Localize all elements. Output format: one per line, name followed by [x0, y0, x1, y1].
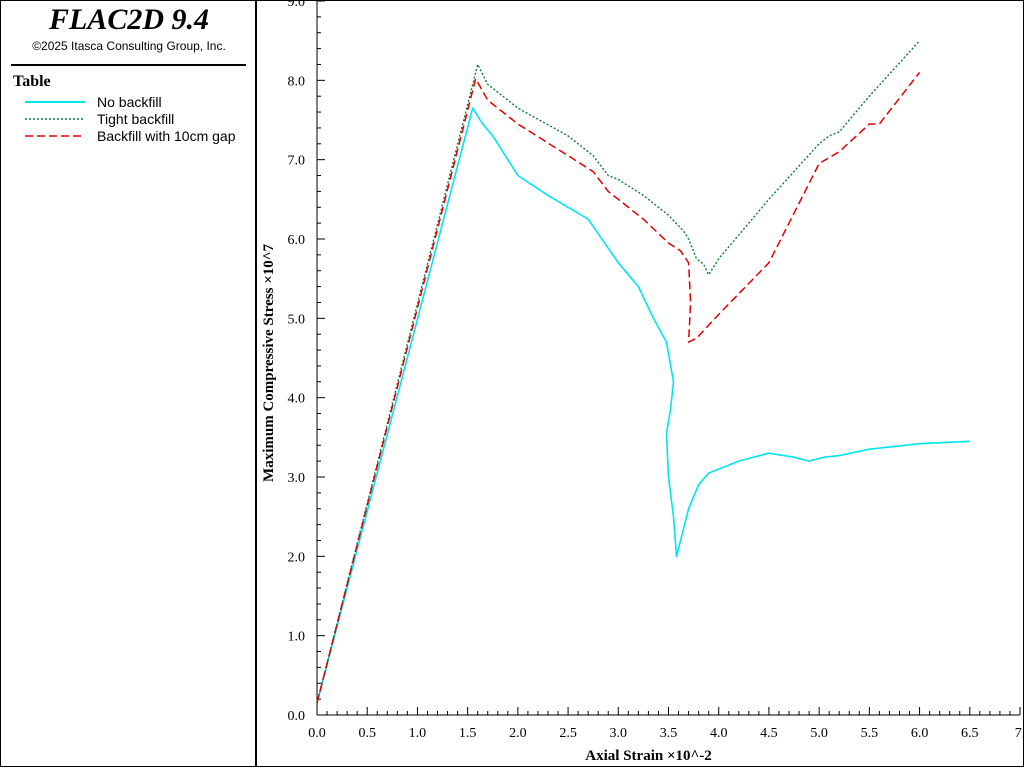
series-line-tight-backfill [316, 40, 921, 704]
x-tick-label: 4.5 [760, 726, 778, 741]
x-tick-label: 3.5 [660, 726, 678, 741]
y-tick-label: 9.0 [288, 1, 306, 10]
x-axis-title: Axial Strain ×10^-2 [585, 748, 711, 764]
legend-label: No backfill [97, 94, 162, 110]
legend-label: Backfill with 10cm gap [97, 128, 236, 144]
series-line-backfill-with-10cm-gap [316, 71, 921, 704]
copyright-text: ©2025 Itasca Consulting Group, Inc. [32, 39, 226, 53]
line-chart: 0.0 1.0 2.0 3.0 4.0 5.0 6.0 7.0 8.0 9.0 0.0 0.5 1.0 1… [261, 1, 1023, 764]
legend-label: Tight backfill [97, 111, 175, 127]
y-tick-label: 7.0 [288, 154, 306, 169]
y-tick-label: 2.0 [288, 550, 306, 565]
legend-line-icon [25, 118, 85, 120]
x-tick-label: 2.0 [509, 726, 527, 741]
legend-line-icon [25, 101, 85, 103]
x-tick-label: 3.0 [610, 726, 628, 741]
y-tick-label: 6.0 [288, 233, 306, 248]
series-line-no-backfill [316, 107, 970, 704]
plot-area: 0.0 1.0 2.0 3.0 4.0 5.0 6.0 7.0 8.0 9.0 0.0 0.5 1.0 1… [256, 0, 1024, 767]
y-tick-label: 0.0 [288, 709, 306, 724]
y-tick-label: 8.0 [288, 74, 306, 89]
x-tick-label: 0.5 [358, 726, 376, 741]
x-tick-label: 6.0 [911, 726, 929, 741]
x-tick-label: 4.0 [710, 726, 728, 741]
x-tick-label: 0.0 [308, 726, 326, 741]
legend-panel: FLAC2D 9.4 ©2025 Itasca Consulting Group… [0, 0, 256, 767]
x-tick-label: 6.5 [961, 726, 979, 741]
y-tick-label: 4.0 [288, 392, 306, 407]
x-tick-label: 5.0 [810, 726, 828, 741]
y-axis-title: Maximum Compressive Stress ×10^7 [261, 244, 277, 482]
x-tick-label: 1.5 [459, 726, 477, 741]
legend-title: Table [13, 73, 51, 90]
x-tick-label: 7. [1015, 726, 1023, 741]
app-title: FLAC2D 9.4 [48, 3, 210, 36]
x-tick-label: 2.5 [559, 726, 577, 741]
x-tick-label: 5.5 [861, 726, 879, 741]
y-tick-label: 3.0 [288, 471, 306, 486]
x-tick-label: 1.0 [409, 726, 427, 741]
y-tick-label: 5.0 [288, 312, 306, 327]
legend-line-icon [25, 135, 85, 137]
y-tick-label: 1.0 [288, 630, 306, 645]
legend-divider [11, 64, 246, 66]
